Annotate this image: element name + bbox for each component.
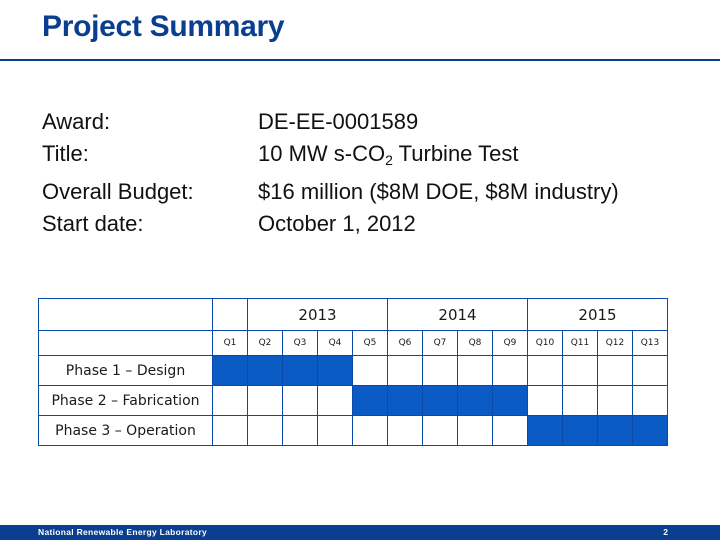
schedule-empty-cell: [457, 355, 493, 386]
schedule-empty-cell: [212, 415, 248, 446]
schedule-empty-cell: [527, 355, 563, 386]
title-value-pre: 10 MW s-CO: [258, 141, 386, 166]
budget-value: $16 million ($8M DOE, $8M industry): [258, 179, 619, 204]
quarter-header: Q2: [247, 330, 283, 356]
schedule-bar-cell: [212, 355, 248, 386]
quarter-header: Q6: [387, 330, 423, 356]
schedule-empty-cell: [562, 355, 598, 386]
quarter-header: Q1: [212, 330, 248, 356]
header-blank-cell: [38, 298, 213, 331]
title-value-subscript: 2: [385, 152, 393, 168]
schedule-empty-cell: [352, 415, 388, 446]
schedule-empty-cell: [492, 355, 528, 386]
quarter-header: Q3: [282, 330, 318, 356]
title-label: Title:: [42, 141, 89, 166]
start-date-value: October 1, 2012: [258, 211, 416, 236]
footer-bar: National Renewable Energy Laboratory 2: [0, 525, 720, 540]
title-row: Title: 10 MW s-CO2 Turbine Test: [42, 138, 619, 176]
schedule-empty-cell: [387, 415, 423, 446]
quarter-header: Q9: [492, 330, 528, 356]
schedule-empty-cell: [562, 385, 598, 416]
schedule-bar-cell: [247, 355, 283, 386]
schedule-empty-cell: [597, 355, 633, 386]
year-header: 2014: [387, 298, 528, 331]
year-blank-cell: [212, 298, 248, 331]
schedule-empty-cell: [247, 415, 283, 446]
phase-row: Phase 3 – Operation: [38, 415, 668, 446]
schedule-empty-cell: [492, 415, 528, 446]
schedule-bar-cell: [562, 415, 598, 446]
start-date-label: Start date:: [42, 211, 144, 236]
phase-label: Phase 1 – Design: [38, 355, 213, 386]
schedule-empty-cell: [317, 415, 353, 446]
schedule-bar-cell: [282, 355, 318, 386]
schedule-empty-cell: [457, 415, 493, 446]
title-value: 10 MW s-CO2 Turbine Test: [258, 138, 518, 176]
phase-row: Phase 2 – Fabrication: [38, 385, 668, 416]
award-label: Award:: [42, 109, 111, 134]
year-header-row: 2013 2014 2015: [38, 298, 668, 331]
title-value-post: Turbine Test: [392, 141, 519, 166]
slide-title: Project Summary: [42, 10, 285, 43]
quarter-header: Q7: [422, 330, 458, 356]
footer-lab-name: National Renewable Energy Laboratory: [38, 527, 208, 537]
schedule-empty-cell: [212, 385, 248, 416]
quarter-blank-cell: [38, 330, 213, 356]
schedule-bar-cell: [387, 385, 423, 416]
quarter-header: Q4: [317, 330, 353, 356]
title-divider: [0, 59, 720, 61]
phase-label: Phase 3 – Operation: [38, 415, 213, 446]
schedule-table: 2013 2014 2015 Q1 Q2 Q3 Q4 Q5 Q6 Q7 Q8 Q9 Q10 Q11 Q12 Q…: [38, 298, 668, 446]
quarter-header: Q12: [597, 330, 633, 356]
schedule-empty-cell: [387, 355, 423, 386]
project-info: Award: DE-EE-0001589 Title: 10 MW s-CO2 …: [42, 106, 619, 240]
budget-row: Overall Budget: $16 million ($8M DOE, $8…: [42, 176, 619, 208]
quarter-header: Q8: [457, 330, 493, 356]
schedule-empty-cell: [317, 385, 353, 416]
schedule-bar-cell: [632, 415, 668, 446]
quarter-header: Q10: [527, 330, 563, 356]
schedule-empty-cell: [632, 385, 668, 416]
quarter-header: Q5: [352, 330, 388, 356]
schedule-empty-cell: [247, 385, 283, 416]
quarter-header: Q13: [632, 330, 668, 356]
schedule-bar-cell: [492, 385, 528, 416]
phase-row: Phase 1 – Design: [38, 355, 668, 386]
schedule-bar-cell: [422, 385, 458, 416]
schedule-empty-cell: [422, 355, 458, 386]
schedule-bar-cell: [527, 415, 563, 446]
phase-label: Phase 2 – Fabrication: [38, 385, 213, 416]
year-header: 2015: [527, 298, 668, 331]
schedule-empty-cell: [632, 355, 668, 386]
budget-label: Overall Budget:: [42, 179, 194, 204]
award-row: Award: DE-EE-0001589: [42, 106, 619, 138]
schedule-empty-cell: [527, 385, 563, 416]
schedule-empty-cell: [597, 385, 633, 416]
award-value: DE-EE-0001589: [258, 109, 419, 134]
schedule-empty-cell: [282, 415, 318, 446]
quarter-header: Q11: [562, 330, 598, 356]
schedule-bar-cell: [457, 385, 493, 416]
schedule-bar-cell: [352, 385, 388, 416]
quarter-header-row: Q1 Q2 Q3 Q4 Q5 Q6 Q7 Q8 Q9 Q10 Q11 Q12 Q13: [38, 330, 668, 356]
schedule-bar-cell: [317, 355, 353, 386]
start-date-row: Start date: October 1, 2012: [42, 208, 619, 240]
schedule-empty-cell: [282, 385, 318, 416]
schedule-bar-cell: [597, 415, 633, 446]
page-number: 2: [663, 527, 668, 537]
schedule-empty-cell: [352, 355, 388, 386]
year-header: 2013: [247, 298, 388, 331]
schedule-empty-cell: [422, 415, 458, 446]
